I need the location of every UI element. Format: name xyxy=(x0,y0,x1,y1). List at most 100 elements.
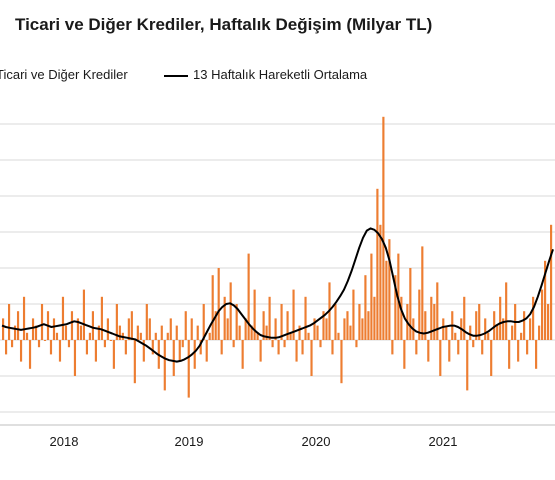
bar xyxy=(109,340,112,341)
bar xyxy=(271,340,274,348)
bar xyxy=(388,239,391,340)
bar xyxy=(43,340,47,341)
bar xyxy=(235,304,238,340)
bar xyxy=(58,340,62,362)
bar xyxy=(220,340,223,355)
bar xyxy=(394,275,397,340)
bar xyxy=(106,318,109,340)
bar xyxy=(16,311,20,340)
x-tick-label: 2018 xyxy=(50,434,79,449)
bar xyxy=(385,260,388,340)
bar xyxy=(61,296,65,340)
bar xyxy=(487,332,490,340)
bar xyxy=(376,188,379,340)
bar xyxy=(493,311,496,340)
bar xyxy=(532,296,535,340)
bar xyxy=(442,318,445,340)
bar xyxy=(217,268,220,340)
bar xyxy=(55,332,59,340)
bar xyxy=(505,282,508,340)
bar xyxy=(484,318,487,340)
bar xyxy=(499,296,502,340)
bar xyxy=(253,289,256,340)
bar xyxy=(94,340,97,362)
bar xyxy=(265,325,268,340)
bar xyxy=(73,340,77,376)
bar xyxy=(133,340,136,384)
bar xyxy=(199,340,202,355)
bar xyxy=(85,340,89,355)
bar xyxy=(331,340,334,355)
bar xyxy=(475,311,478,340)
bar xyxy=(430,296,433,340)
bar xyxy=(82,289,86,340)
legend-line-label: 13 Haftalık Hareketli Ortalama xyxy=(193,67,368,82)
bar xyxy=(529,318,532,340)
bar xyxy=(325,318,328,340)
bar xyxy=(343,318,346,340)
bar xyxy=(538,325,541,340)
bar xyxy=(334,304,337,340)
bar xyxy=(127,318,130,340)
bar xyxy=(304,296,307,340)
bar xyxy=(166,332,169,340)
bar xyxy=(415,340,418,355)
bar xyxy=(97,325,100,340)
bar xyxy=(370,253,373,340)
bar xyxy=(310,340,313,376)
bar xyxy=(103,340,106,348)
bar xyxy=(259,340,262,362)
bar xyxy=(340,340,343,384)
bar xyxy=(4,340,8,355)
chart-title: Ticari ve Diğer Krediler, Haftalık Değiş… xyxy=(15,15,433,34)
bar xyxy=(19,340,23,362)
bar xyxy=(238,325,241,340)
bar xyxy=(100,296,103,340)
bar xyxy=(247,253,250,340)
bar xyxy=(307,332,310,340)
bar xyxy=(25,332,29,340)
bar xyxy=(67,340,71,348)
bar xyxy=(115,304,118,340)
x-tick-label: 2020 xyxy=(302,434,331,449)
bar xyxy=(196,325,199,340)
bar xyxy=(214,311,217,340)
bar xyxy=(160,325,163,340)
bar xyxy=(145,304,148,340)
bar xyxy=(496,325,499,340)
bar xyxy=(31,318,35,340)
bar xyxy=(193,340,196,369)
bar xyxy=(175,325,178,340)
bar xyxy=(142,340,145,362)
bar xyxy=(124,340,127,355)
bar xyxy=(118,325,121,340)
bar xyxy=(292,289,295,340)
bar xyxy=(295,340,298,362)
bar xyxy=(139,332,142,340)
bar xyxy=(88,332,91,340)
bar xyxy=(232,340,235,348)
bar xyxy=(289,332,292,340)
bar xyxy=(373,296,376,340)
bar xyxy=(13,325,17,340)
bar xyxy=(7,304,11,340)
bar xyxy=(256,332,259,340)
bar xyxy=(22,296,26,340)
bar xyxy=(400,296,403,340)
bar xyxy=(367,311,370,340)
bar xyxy=(445,325,448,340)
bar xyxy=(457,340,460,355)
bar xyxy=(190,318,193,340)
bar xyxy=(409,268,412,340)
x-tick-label: 2021 xyxy=(429,434,458,449)
bar xyxy=(28,340,32,369)
bar xyxy=(508,340,511,369)
bar xyxy=(301,340,304,355)
bar xyxy=(352,289,355,340)
bar xyxy=(211,275,214,340)
bar xyxy=(517,340,520,362)
bar xyxy=(466,340,469,391)
bar xyxy=(436,282,439,340)
bar xyxy=(37,340,41,348)
bar xyxy=(2,318,5,340)
